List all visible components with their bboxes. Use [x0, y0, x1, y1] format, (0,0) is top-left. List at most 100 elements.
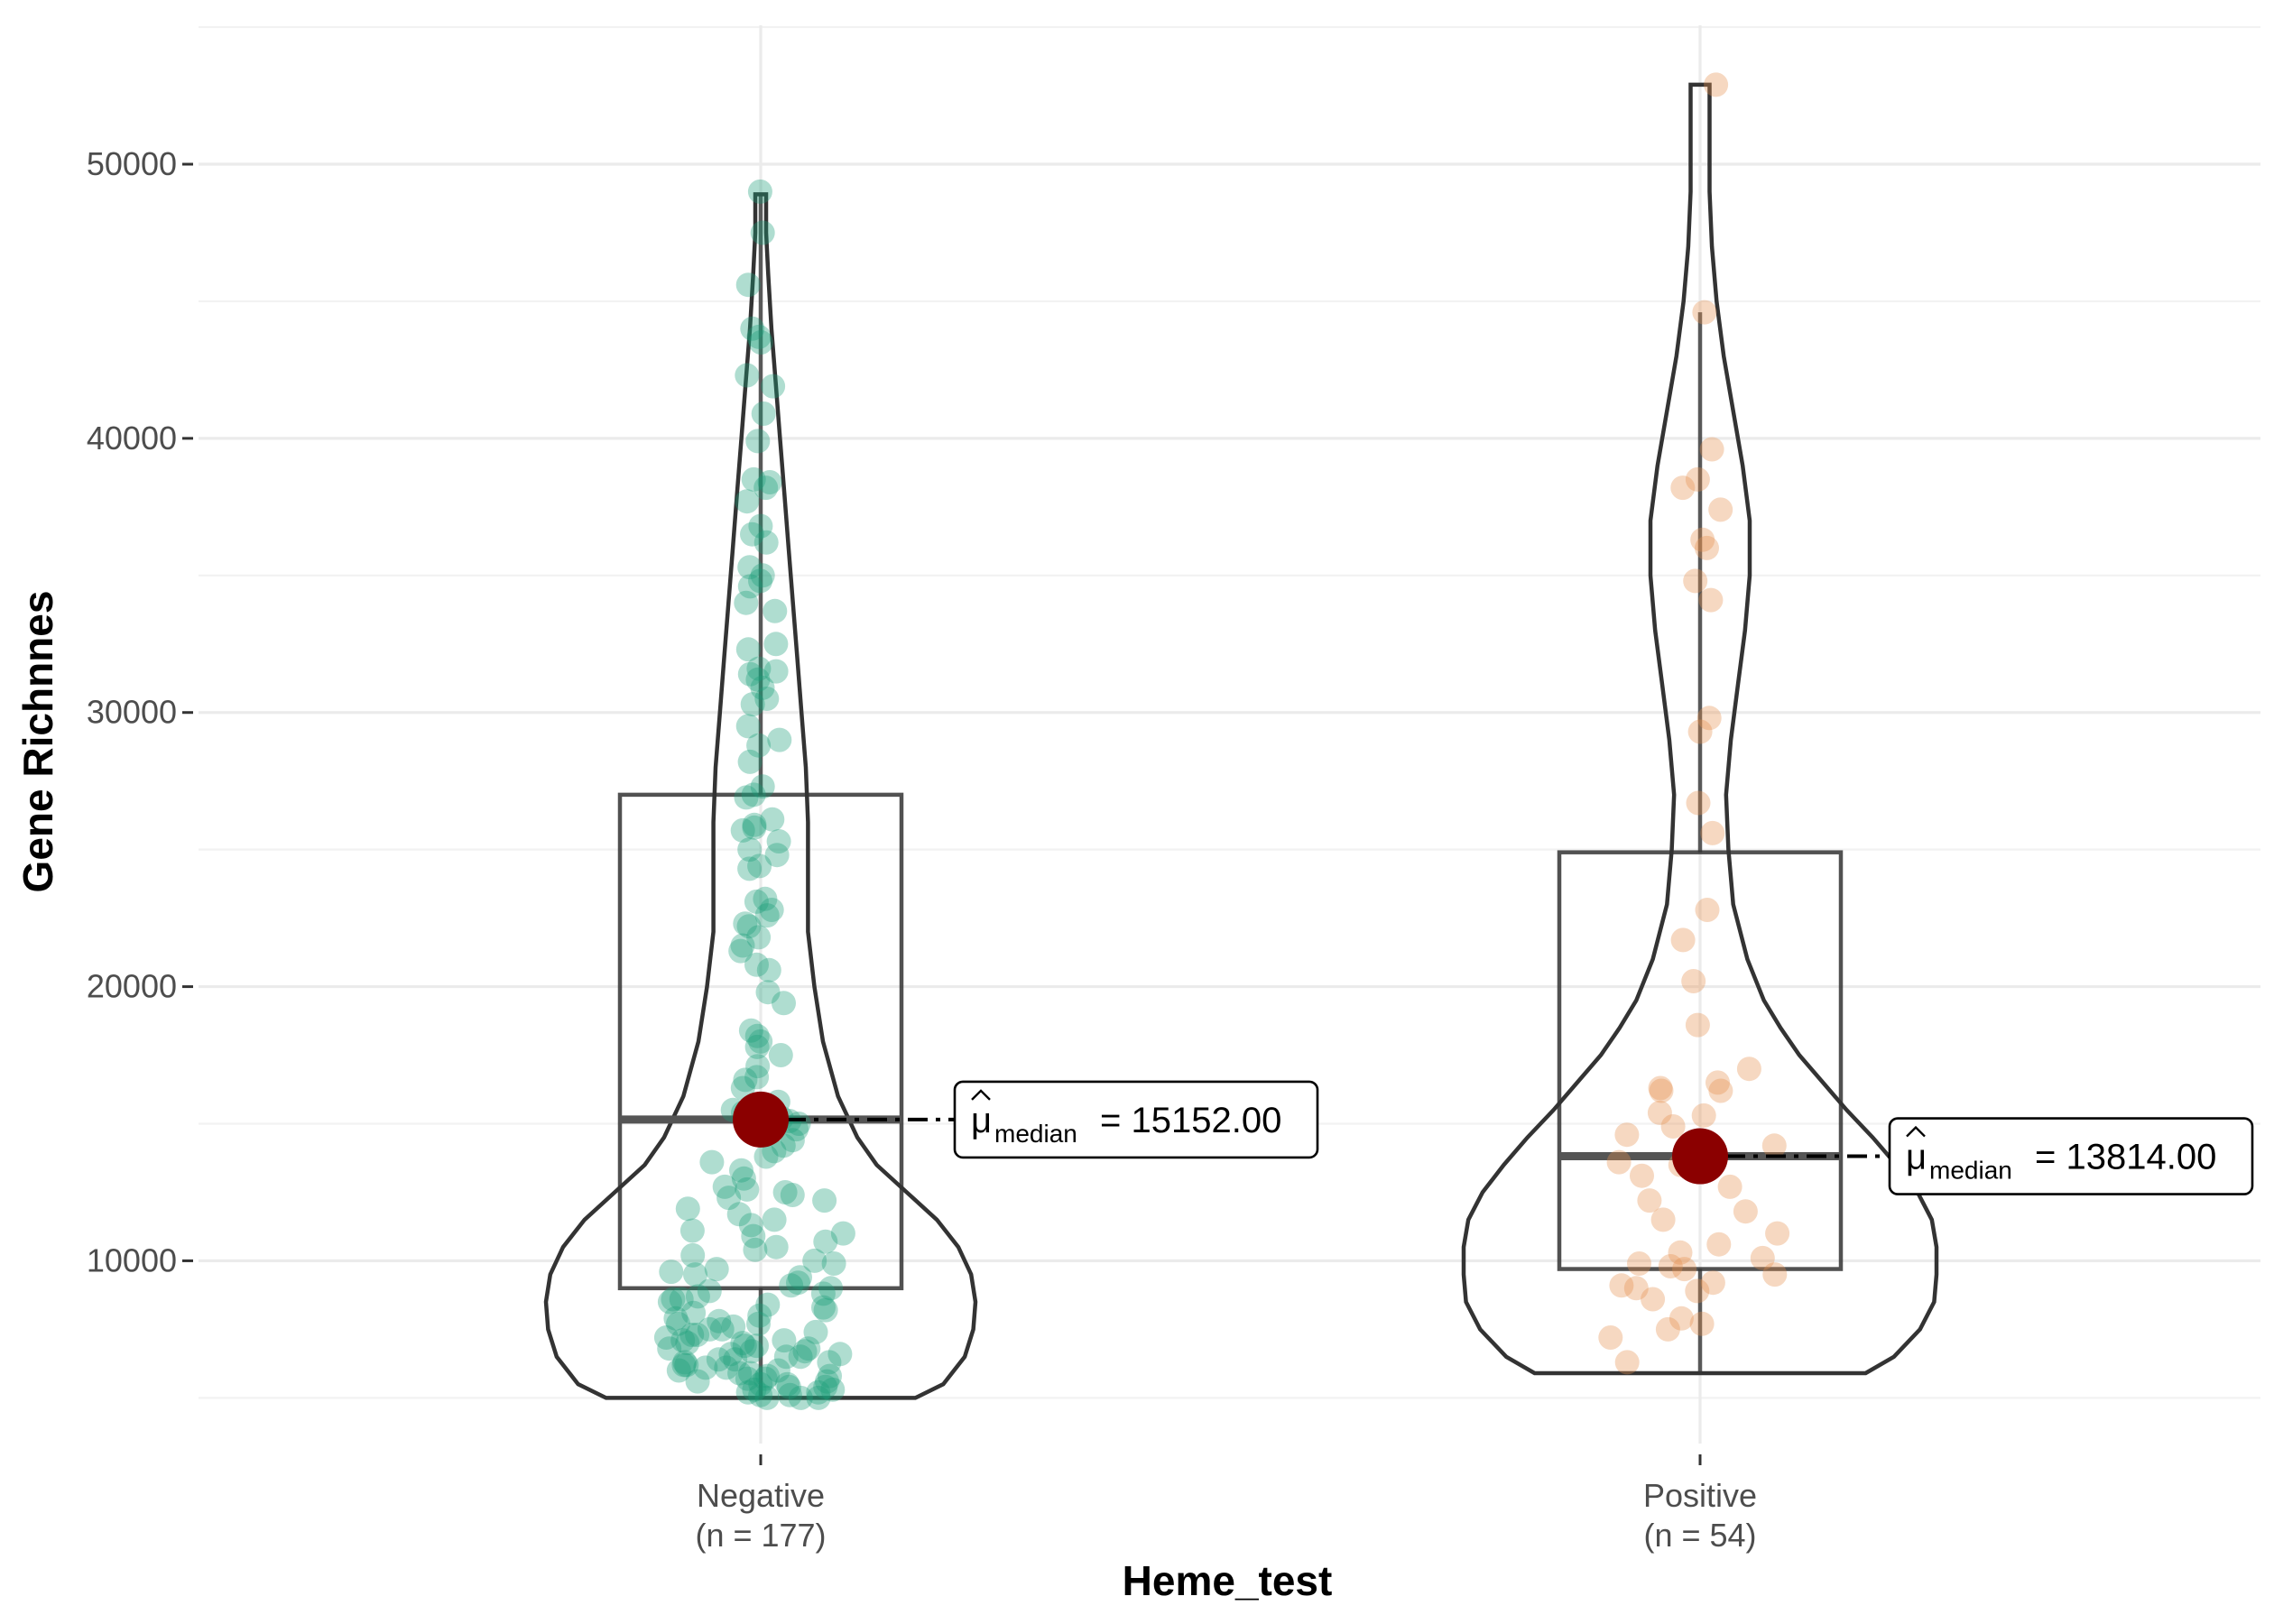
data-point: [745, 429, 771, 454]
median-label-value: = 15152.00: [1100, 1101, 1281, 1140]
data-point: [742, 815, 767, 840]
data-point: [1704, 72, 1729, 97]
data-point: [738, 1018, 763, 1043]
data-point: [735, 363, 760, 388]
data-point: [1627, 1251, 1651, 1276]
data-point: [748, 1382, 773, 1407]
data-point: [1649, 1078, 1674, 1103]
data-point: [1699, 437, 1724, 462]
data-point: [680, 1242, 706, 1268]
y-axis-title: Gene Richnnes: [14, 591, 61, 893]
data-point: [772, 991, 796, 1016]
data-point: [659, 1260, 684, 1285]
data-point: [788, 1385, 813, 1410]
data-point: [1630, 1163, 1654, 1188]
data-point: [1614, 1122, 1640, 1148]
data-point: [704, 1257, 729, 1282]
data-point: [730, 933, 755, 958]
data-point: [750, 220, 775, 245]
data-point: [1695, 535, 1719, 560]
data-point: [813, 1229, 838, 1254]
median-label-mu: μ: [1906, 1138, 1927, 1177]
data-point: [737, 574, 763, 599]
data-point: [669, 1287, 694, 1312]
data-point: [661, 1287, 686, 1312]
median-label-subscript: median: [1929, 1157, 2012, 1185]
data-point: [773, 1344, 799, 1370]
data-point: [772, 1328, 797, 1353]
data-point: [784, 1117, 809, 1142]
data-point: [735, 1379, 761, 1405]
data-point: [762, 1207, 787, 1232]
hat-icon: [1906, 1125, 1926, 1138]
box-positive: [1557, 850, 1844, 1271]
data-point: [737, 749, 763, 774]
data-point: [1681, 969, 1706, 993]
data-point: [820, 1377, 846, 1402]
violins: [543, 82, 1939, 1400]
data-point: [821, 1251, 846, 1276]
data-point: [721, 1314, 746, 1339]
data-point: [1614, 1350, 1640, 1375]
data-point: [653, 1325, 679, 1350]
data-point: [733, 911, 758, 937]
data-point: [737, 555, 763, 580]
data-point: [697, 1316, 722, 1342]
data-point: [1669, 1306, 1694, 1331]
data-point: [1700, 820, 1725, 845]
data-point: [681, 1300, 707, 1325]
data-point: [772, 1180, 798, 1204]
data-point: [788, 1265, 812, 1290]
data-point: [1683, 568, 1708, 594]
data-point: [747, 854, 772, 879]
data-point: [743, 1237, 768, 1262]
data-point: [1670, 475, 1696, 501]
data-point: [765, 1358, 790, 1383]
data-point: [734, 590, 759, 615]
data-point: [1637, 1188, 1662, 1213]
data-point: [755, 1292, 781, 1317]
grid-lines: [199, 25, 2260, 1444]
data-point: [672, 1350, 698, 1375]
x-tick-subtitle: (n = 177): [695, 1517, 826, 1554]
data-point: [746, 324, 772, 349]
data-point: [737, 856, 763, 881]
data-point: [786, 1112, 811, 1136]
data-point: [806, 1385, 831, 1410]
median-label-subscript: median: [994, 1120, 1077, 1148]
data-point: [755, 980, 781, 1005]
data-point: [761, 374, 786, 399]
data-point: [1668, 1240, 1693, 1265]
y-tick-label: 40000: [87, 420, 177, 457]
median-label-box: [1888, 1117, 2254, 1195]
data-point: [1692, 300, 1717, 325]
data-point: [753, 1144, 779, 1169]
y-tick-label: 30000: [87, 694, 177, 731]
data-point: [1641, 1287, 1666, 1312]
data-point: [675, 1331, 700, 1356]
data-point: [712, 1174, 737, 1199]
data-point: [716, 1186, 742, 1211]
data-point: [741, 466, 766, 492]
data-point: [763, 659, 789, 684]
data-point: [745, 667, 771, 692]
data-point: [775, 1371, 800, 1397]
data-point: [786, 1270, 810, 1296]
data-point: [1609, 1273, 1634, 1298]
data-point: [730, 1331, 755, 1356]
data-point: [827, 1342, 853, 1367]
data-point: [746, 925, 772, 950]
data-point: [755, 1363, 780, 1389]
median-label-box: [953, 1080, 1319, 1159]
data-point: [734, 785, 759, 810]
data-point: [806, 1379, 831, 1405]
data-point: [756, 957, 781, 983]
data-point: [817, 1350, 842, 1375]
data-point: [1706, 1232, 1732, 1257]
data-point: [744, 952, 769, 977]
data-point: [726, 1202, 752, 1227]
median-labels: μ median = 15152.00μ median = 13814.00: [733, 1080, 2254, 1195]
data-point: [1655, 1316, 1680, 1342]
data-point: [740, 521, 764, 547]
